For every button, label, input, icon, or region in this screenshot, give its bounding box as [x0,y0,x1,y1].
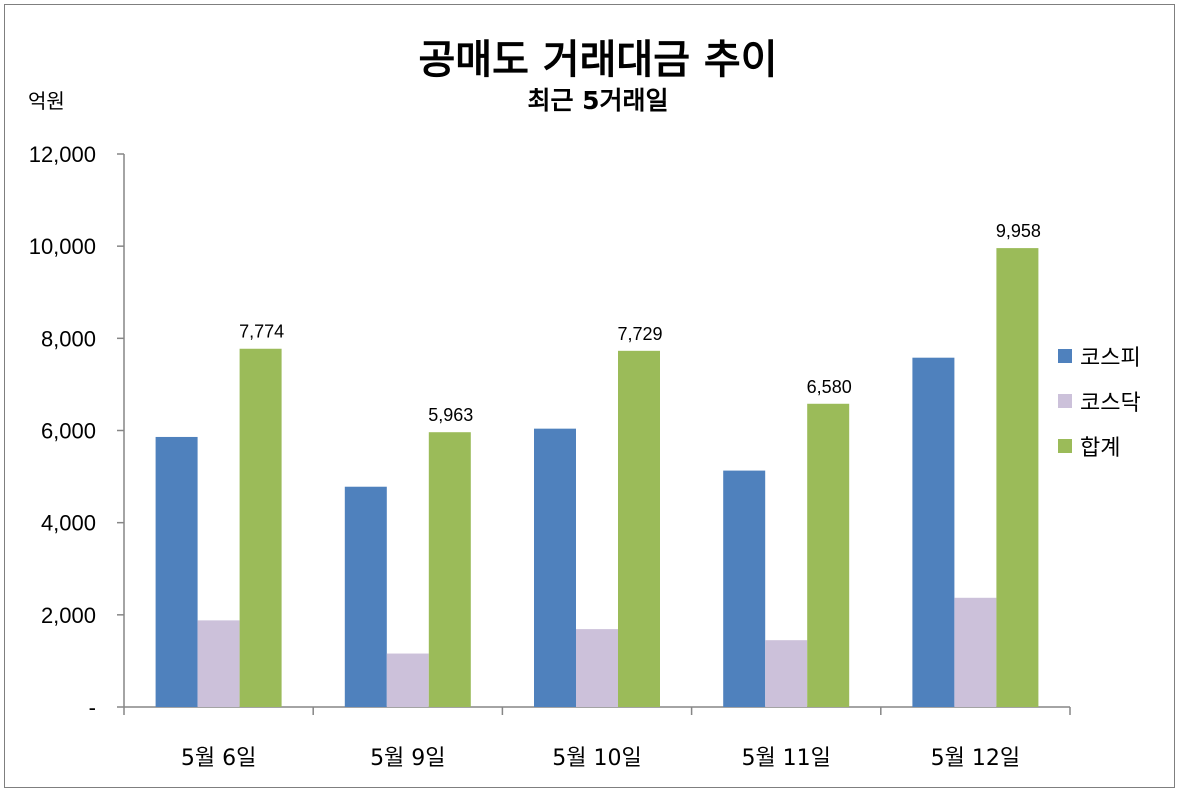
plot-area: - 2,000 4,000 6,000 8,000 10,000 12,000 7,774 5월… [29,142,1071,771]
bar [155,436,198,707]
y-tick-label: 6,000 [41,419,96,444]
y-tick-label: - [89,695,96,720]
bar [386,653,429,707]
chart-subtitle: 최근 5거래일 [527,86,668,115]
chart-title: 공매도 거래대금 추이 [418,37,777,83]
y-tick-label: 4,000 [41,511,96,536]
x-category-label: 5월 6일 [181,746,256,771]
y-tick-label: 8,000 [41,326,96,351]
legend-swatch [1058,439,1072,453]
y-axis-unit-label: 억원 [28,89,65,113]
data-label: 7,774 [239,322,284,342]
bar [197,620,240,707]
x-category-label: 5월 12일 [931,746,1020,771]
legend-swatch [1058,394,1072,408]
legend-swatch [1058,349,1072,363]
y-tick-label: 2,000 [41,603,96,628]
x-category-label: 5월 11일 [741,746,830,771]
bar [723,470,766,707]
bar [618,350,660,707]
y-tick-label: 12,000 [29,142,96,167]
bar [954,597,997,707]
data-label: 5,963 [428,405,473,425]
legend-label: 코스닥 [1080,391,1141,416]
bar [576,629,618,707]
y-tick-label: 10,000 [29,234,96,259]
x-category-label: 5월 10일 [552,746,641,771]
bar [428,432,471,707]
bar [807,403,850,707]
x-category-label: 5월 9일 [370,746,445,771]
data-label: 7,729 [617,324,662,344]
legend-label: 코스피 [1080,346,1141,371]
data-label: 9,958 [996,221,1041,241]
bar [344,486,387,707]
bar [765,640,808,707]
bar [239,348,282,707]
data-label: 6,580 [807,377,852,397]
legend-label: 합계 [1080,436,1120,461]
bar [912,357,955,707]
bar [534,428,576,707]
bar [996,248,1039,707]
